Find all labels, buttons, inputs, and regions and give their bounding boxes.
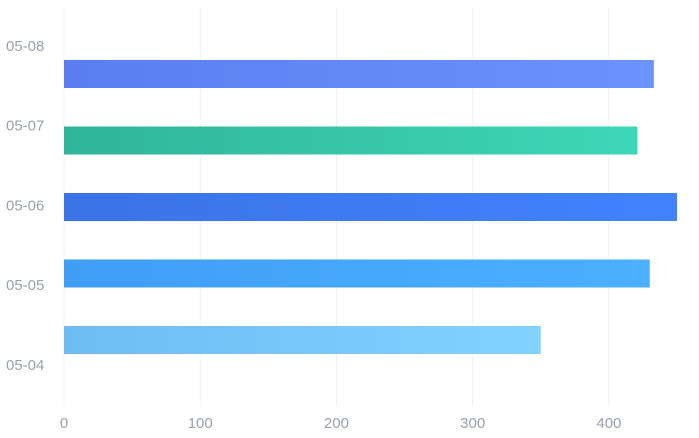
bar	[64, 60, 654, 88]
bar	[64, 326, 541, 354]
x-tick-label: 300	[460, 415, 485, 432]
bar	[64, 259, 650, 288]
y-tick-label: 05-08	[6, 38, 44, 55]
x-tick-label: 400	[596, 415, 621, 432]
x-tick-label: 0	[60, 415, 68, 432]
bar	[64, 193, 677, 221]
x-tick-label: 200	[324, 415, 349, 432]
y-tick-label: 05-05	[6, 277, 44, 294]
bar	[64, 126, 638, 155]
y-tick-label: 05-06	[6, 197, 44, 214]
x-tick-label: 100	[188, 415, 213, 432]
y-tick-label: 05-07	[6, 118, 44, 135]
y-tick-label: 05-04	[6, 357, 44, 374]
